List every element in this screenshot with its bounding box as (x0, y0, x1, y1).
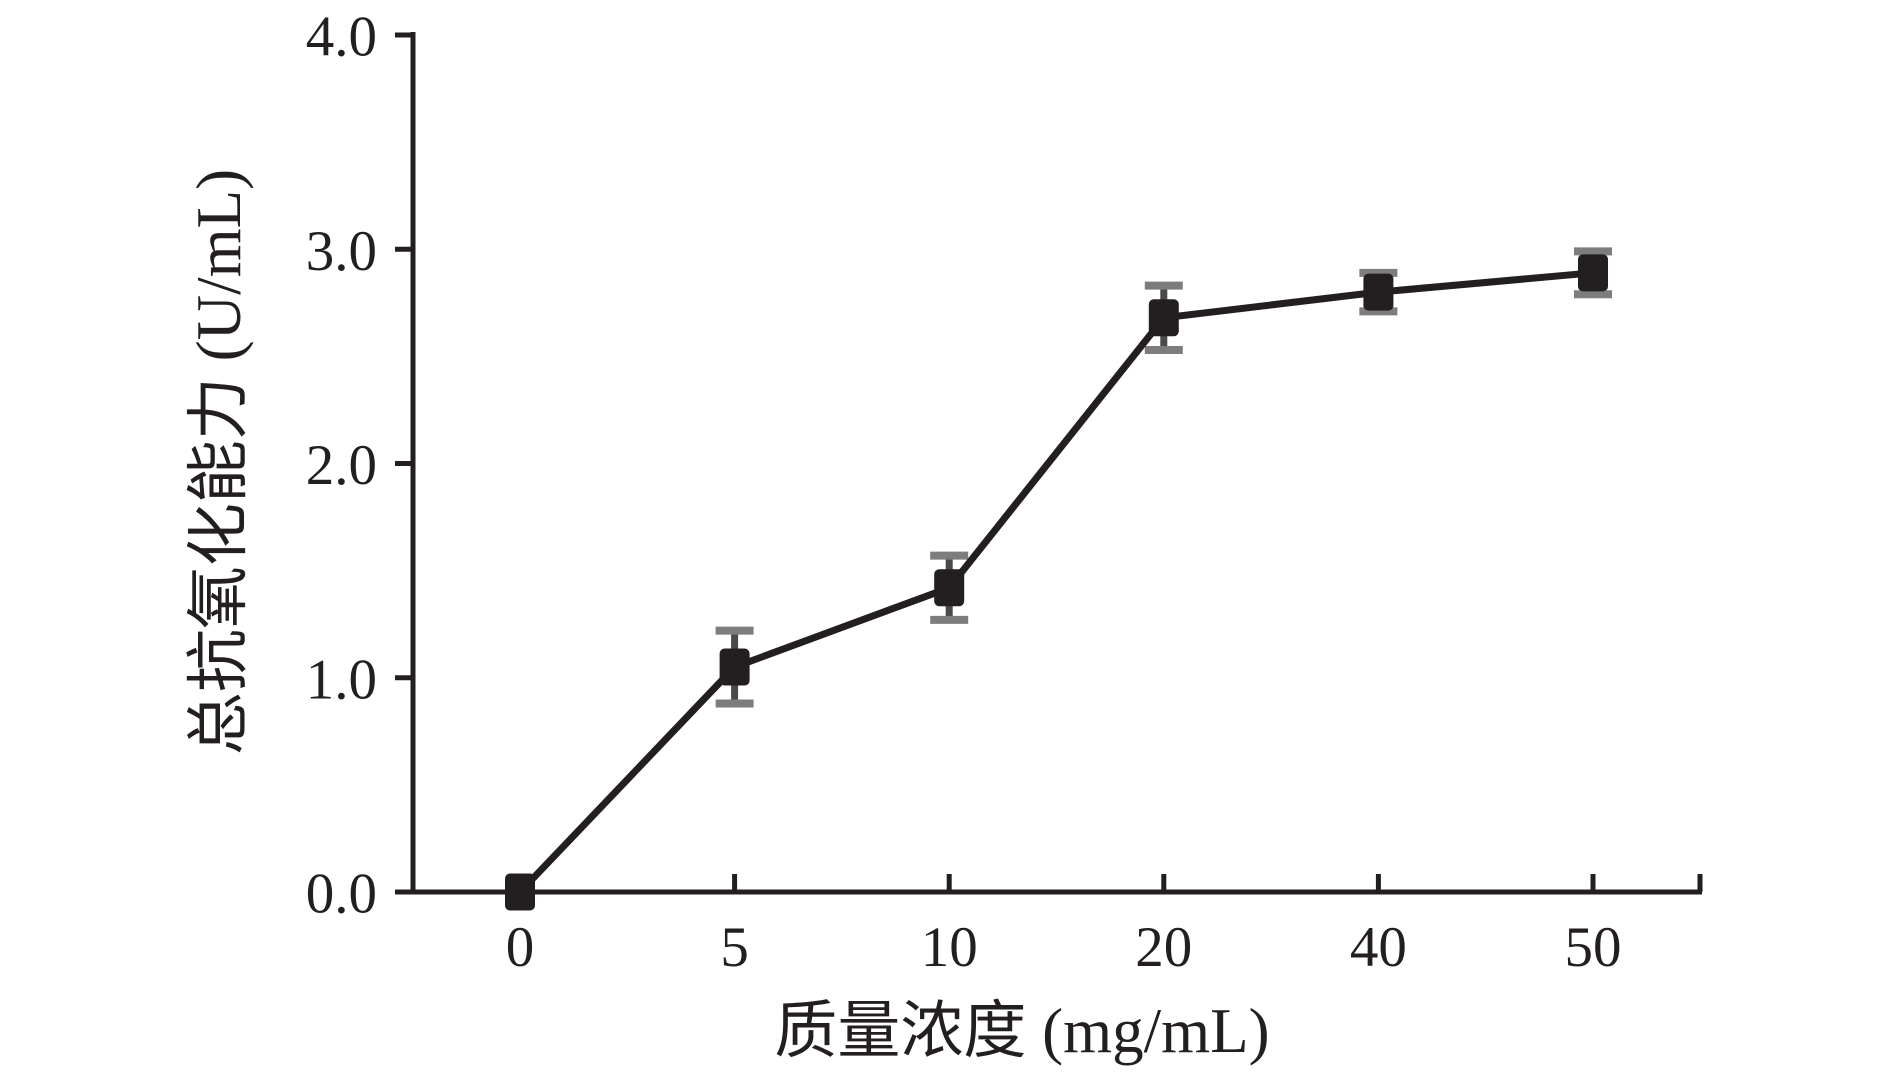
data-point-marker (1578, 254, 1608, 292)
x-tick-label: 5 (720, 916, 749, 979)
x-tick-label: 40 (1350, 916, 1407, 979)
y-tick-label: 2.0 (306, 434, 377, 497)
y-tick-label: 3.0 (306, 220, 377, 283)
x-tick-label: 10 (921, 916, 978, 979)
y-tick-label: 4.0 (306, 6, 377, 69)
data-line (517, 269, 1594, 895)
data-point-marker (1363, 273, 1394, 311)
data-point-marker (934, 569, 965, 607)
series-layer (505, 247, 1612, 911)
data-point-marker (719, 648, 750, 686)
x-tick-label: 20 (1135, 916, 1192, 979)
x-axis-title: 质量浓度 (mg/mL) (774, 996, 1269, 1066)
data-point-marker (1148, 299, 1179, 337)
y-axis-title: 总抗氧化能力 (U/mL) (184, 169, 254, 755)
y-tick-label: 0.0 (306, 863, 377, 926)
x-tick-label: 50 (1565, 916, 1622, 979)
data-point-marker (505, 873, 535, 911)
y-tick-label: 1.0 (306, 648, 377, 711)
x-tick-label: 0 (506, 916, 535, 979)
axes-layer: 0.0 1.0 2.0 3.0 4.0 0 5 10 20 40 50 (306, 6, 1703, 979)
